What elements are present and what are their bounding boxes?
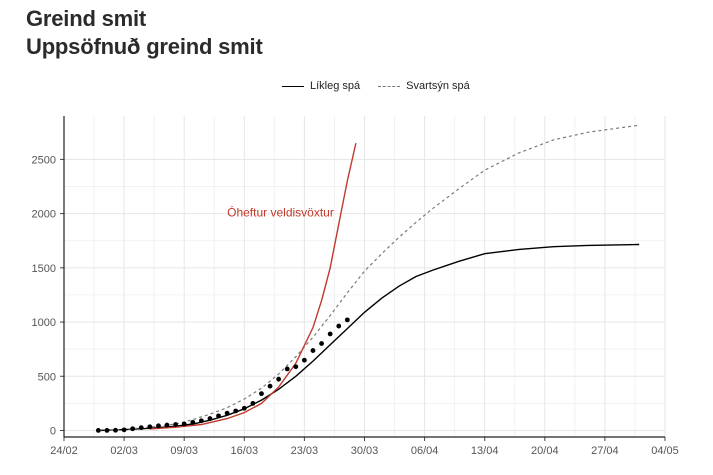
exponential-growth-line (149, 142, 357, 430)
y-tick-label: 0 (50, 425, 56, 437)
observed-point (319, 341, 324, 346)
grid-lines (63, 116, 666, 437)
x-tick-label: 16/03 (231, 445, 259, 457)
y-tick-label: 1500 (32, 263, 56, 275)
y-tick-label: 1000 (32, 317, 56, 329)
observed-point (181, 421, 187, 427)
observed-point (276, 376, 282, 382)
observed-point (173, 422, 179, 427)
observed-point (344, 317, 350, 323)
x-tick-label: 30/03 (351, 445, 379, 457)
x-tick-label: 23/03 (291, 445, 319, 457)
observed-point (95, 427, 101, 433)
observed-point (250, 400, 256, 406)
x-tick-label: 20/04 (531, 445, 559, 457)
observed-point (259, 391, 264, 397)
y-tick-label: 2000 (32, 209, 56, 221)
legend-item-likely: Líkleg spá (282, 80, 360, 92)
observed-point (198, 418, 204, 424)
legend: Líkleg spá Svartsýn spá (282, 78, 488, 94)
y-tick-label: 500 (38, 371, 56, 383)
x-tick-label: 27/04 (591, 445, 619, 457)
x-tick-label: 13/04 (471, 445, 499, 457)
observed-point (233, 408, 239, 414)
x-tick-label: 24/02 (50, 445, 78, 457)
observed-point (284, 366, 290, 372)
observed-point (121, 427, 127, 433)
observed-point (310, 348, 316, 353)
series-layer (98, 124, 640, 432)
x-tick-label: 09/03 (170, 445, 198, 457)
pessimistic-forecast-line (98, 124, 640, 432)
x-tick-label: 02/03 (110, 445, 138, 457)
observed-point (156, 423, 161, 429)
observed-point (216, 413, 221, 419)
observed-point (241, 405, 247, 411)
observed-point (336, 323, 342, 329)
observed-point (130, 426, 136, 432)
observed-point (164, 422, 170, 428)
observed-point (267, 383, 273, 389)
observed-point (224, 410, 230, 416)
observed-point (207, 416, 213, 421)
observed-point (302, 357, 307, 363)
observed-point (147, 424, 153, 430)
legend-item-pessimistic: Svartsýn spá (378, 80, 470, 92)
observed-point (138, 425, 144, 431)
observed-point (104, 427, 110, 433)
observed-points (95, 317, 350, 433)
chart-subtitle: Uppsöfnuð greind smit (26, 34, 263, 59)
exponential-annotation: Óheftur veldisvöxtur (227, 204, 334, 219)
legend-label-likely: Líkleg spá (310, 80, 361, 92)
axes: 0 500 1000 1500 2000 2500 24/02 02/03 09/03 16/03… (32, 116, 679, 457)
observed-point (190, 419, 196, 425)
chart-title: Greind smit (26, 6, 147, 31)
legend-dashed-line-swatch (378, 85, 401, 87)
x-tick-label: 06/04 (411, 445, 439, 457)
observed-point (293, 364, 299, 370)
x-tick-label: 04/05 (651, 445, 679, 457)
likely-forecast-line (98, 243, 640, 432)
observed-point (327, 331, 333, 337)
y-tick-label: 2500 (32, 154, 56, 166)
legend-label-pessimistic: Svartsýn spá (406, 80, 470, 92)
legend-solid-line-swatch (282, 85, 304, 87)
observed-point (113, 427, 118, 433)
